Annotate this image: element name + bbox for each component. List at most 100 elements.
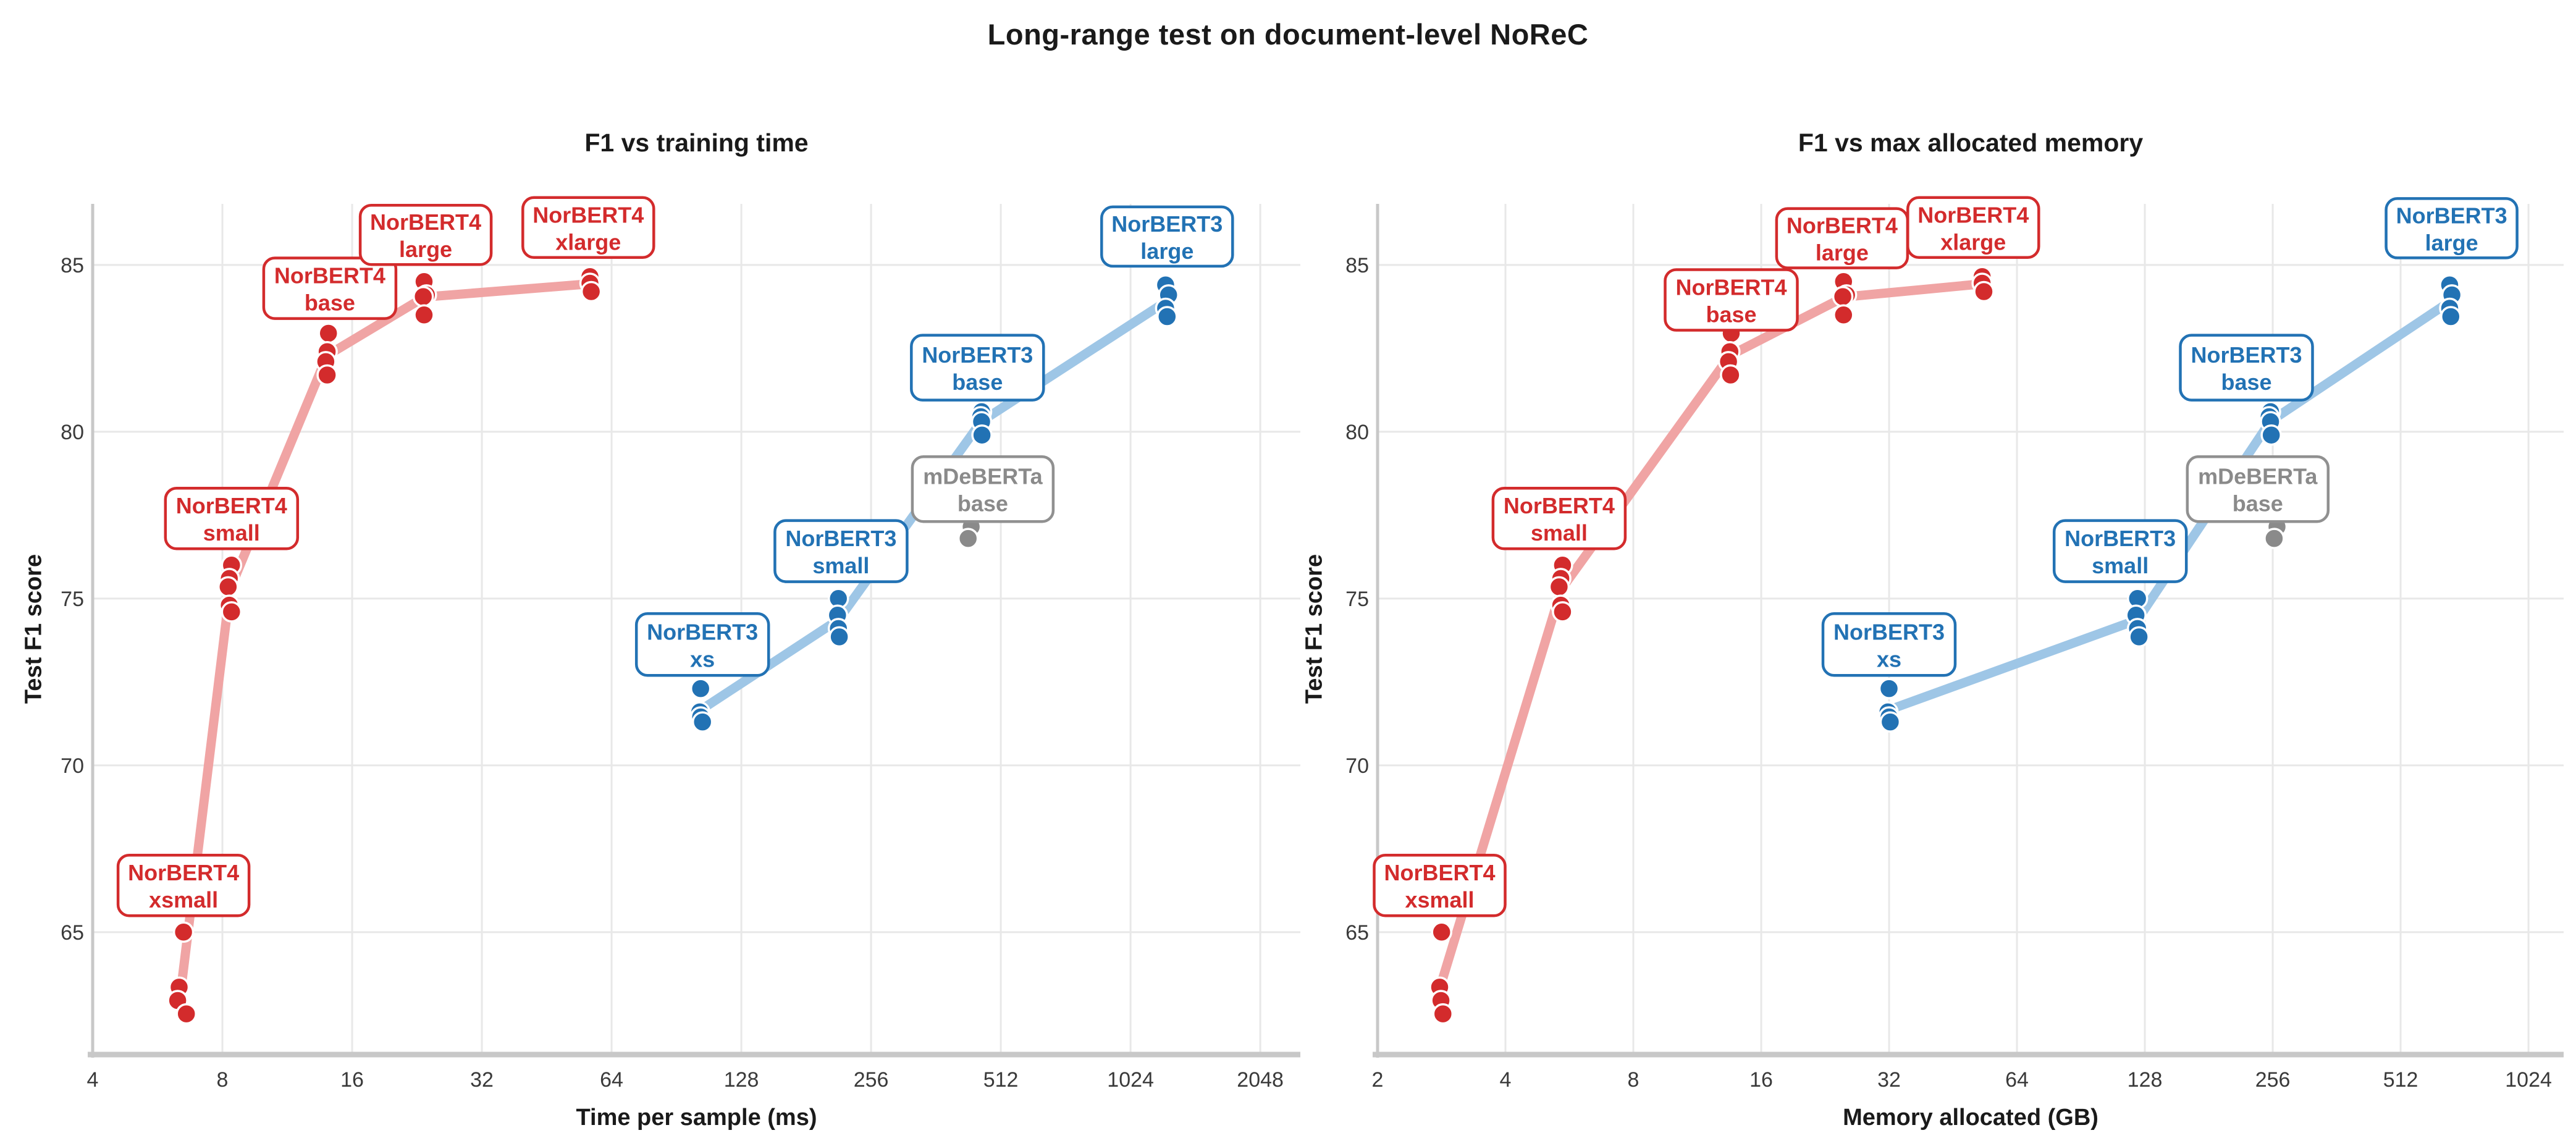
- model-label-name: NorBERT3: [785, 526, 896, 551]
- y-tick-label: 65: [1345, 921, 1369, 945]
- x-tick-label: 4: [1500, 1068, 1512, 1092]
- norbert3-small-data-point: [828, 626, 850, 648]
- norbert3-small-data-point: [2128, 626, 2150, 648]
- norbert4-xsmall-data-point: [1432, 1003, 1454, 1025]
- model-label-name: NorBERT3: [2065, 526, 2176, 551]
- model-label-size: base: [305, 290, 355, 316]
- y-tick-label: 75: [61, 588, 84, 611]
- model-label-size: small: [2092, 553, 2149, 578]
- model-label-box: [2179, 334, 2314, 402]
- y-tick-label: 80: [1345, 421, 1369, 444]
- model-label-name: mDeBERTa: [2198, 464, 2318, 489]
- norbert4-base-data-point: [318, 322, 339, 344]
- x-tick-label: 32: [470, 1068, 494, 1092]
- model-label-box: [2384, 197, 2519, 259]
- x-tick-label: 256: [2255, 1068, 2291, 1092]
- model-label-box: [1821, 612, 1957, 677]
- model-label-name: NorBERT4: [1675, 275, 1787, 300]
- norbert3-base-data-point: [2260, 424, 2282, 446]
- model-label-box: [1100, 205, 1234, 268]
- y-tick-label: 70: [61, 754, 84, 778]
- model-label-size: large: [2425, 230, 2478, 255]
- norbert3-xs-data-point: [689, 678, 712, 699]
- norbert4-large-data-point: [1833, 304, 1854, 326]
- x-tick-label: 8: [217, 1068, 229, 1092]
- x-tick-label: 32: [1877, 1068, 1901, 1092]
- model-label-name: NorBERT4: [1787, 213, 1898, 238]
- norbert3-xs-data-point: [1878, 678, 1900, 699]
- left-plot-area: 4 8 16 32 64 128 256 512 1024 2048 65 70 75 80 85 NorBE…: [61, 196, 1300, 1092]
- model-label-box: [164, 486, 300, 550]
- model-label-box: [2052, 519, 2188, 583]
- norbert4-xsmall-data-point: [1431, 921, 1452, 943]
- left-x-axis-label: Time per sample (ms): [576, 1105, 817, 1131]
- model-label-box: [521, 196, 655, 259]
- right-x-axis-label: Memory allocated (GB): [1843, 1105, 2098, 1131]
- model-label-box: [2186, 455, 2330, 523]
- norbert4-small-data-point: [1548, 576, 1570, 598]
- model-label-box: [116, 853, 251, 917]
- y-tick-label: 85: [1345, 254, 1369, 277]
- norbert4-xsmall-data-point: [172, 921, 195, 943]
- model-label-size: xsmall: [149, 887, 218, 912]
- model-label-box: [1664, 268, 1799, 332]
- norbert3-large-data-point: [2440, 306, 2462, 327]
- norbert4-large-data-point: [413, 304, 435, 326]
- x-tick-label: 64: [600, 1068, 623, 1092]
- x-tick-label: 16: [340, 1068, 364, 1092]
- norbert3-xs-data-point: [1879, 711, 1901, 733]
- model-label-box: [1373, 853, 1507, 917]
- model-label-box: [262, 256, 398, 320]
- model-label-size: large: [399, 237, 452, 262]
- model-label-size: base: [958, 491, 1008, 516]
- model-label-size: base: [2233, 491, 2283, 516]
- model-label-size: xlarge: [1940, 229, 2006, 255]
- mdeberta-base-data-point: [957, 528, 979, 549]
- model-label-name: NorBERT4: [1504, 493, 1615, 518]
- model-label-name: NorBERT3: [1833, 619, 1945, 644]
- norbert3-base-data-point: [971, 424, 993, 446]
- model-label-box: [911, 455, 1055, 523]
- norbert4-xlarge-data-point: [580, 280, 602, 303]
- norbert4-xsmall-data-point: [175, 1003, 197, 1025]
- model-label-box: [910, 334, 1045, 402]
- y-tick-label: 65: [61, 921, 84, 945]
- x-tick-label: 4: [87, 1068, 99, 1092]
- x-tick-label: 2048: [1237, 1068, 1284, 1092]
- model-label-name: NorBERT4: [176, 493, 287, 518]
- norbert3-trend-line: [1884, 297, 2456, 715]
- model-label-size: base: [952, 369, 1003, 395]
- y-tick-label: 75: [1345, 588, 1369, 611]
- model-label-box: [773, 519, 909, 583]
- y-tick-label: 70: [1345, 754, 1369, 778]
- model-label-name: NorBERT4: [1384, 860, 1495, 885]
- model-label-name: NorBERT4: [128, 860, 239, 885]
- norbert4-small-data-point: [217, 576, 239, 598]
- norbert4-base-data-point: [316, 364, 338, 386]
- model-label-name: NorBERT4: [370, 209, 481, 235]
- model-label-size: large: [1816, 240, 1869, 266]
- model-label-name: NorBERT3: [1111, 211, 1223, 237]
- x-tick-label: 2: [1372, 1068, 1384, 1092]
- norbert4-base-data-point: [1720, 364, 1741, 386]
- model-label-size: base: [1706, 302, 1756, 327]
- norbert4-small-data-point: [221, 601, 243, 623]
- model-label-size: xs: [1877, 646, 1901, 672]
- x-tick-label: 256: [854, 1068, 889, 1092]
- model-label-name: NorBERT4: [1917, 202, 2029, 227]
- norbert4-large-data-point: [1832, 285, 1854, 308]
- norbert3-large-data-point: [1156, 306, 1178, 327]
- model-label-name: NorBERT3: [2191, 342, 2302, 368]
- x-tick-label: 64: [2005, 1068, 2029, 1092]
- x-tick-label: 512: [983, 1068, 1019, 1092]
- norbert4-xlarge-data-point: [1973, 280, 1995, 303]
- model-label-name: NorBERT3: [922, 342, 1033, 368]
- y-tick-label: 85: [61, 254, 84, 277]
- model-label-size: small: [203, 520, 260, 546]
- x-tick-label: 8: [1628, 1068, 1639, 1092]
- x-tick-label: 1024: [1107, 1068, 1154, 1092]
- x-tick-label: 1024: [2505, 1068, 2552, 1092]
- model-label-size: large: [1140, 238, 1193, 264]
- model-label-box: [1906, 196, 2040, 259]
